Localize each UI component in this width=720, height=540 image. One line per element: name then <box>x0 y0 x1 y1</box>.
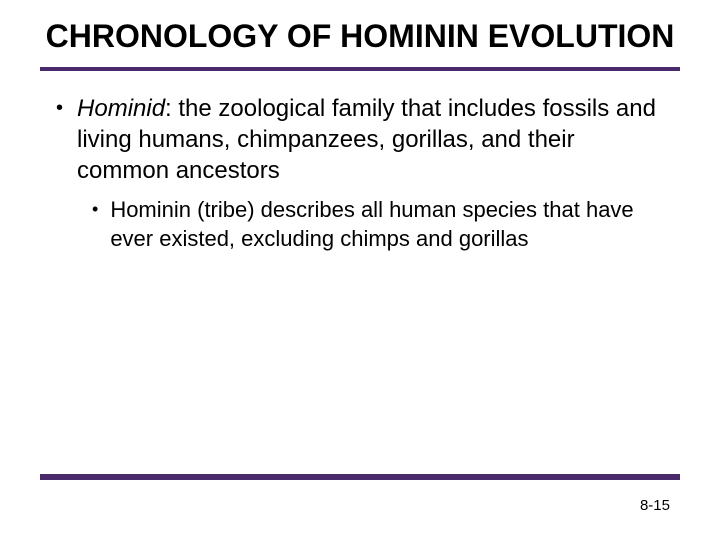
bullet-dot-icon: • <box>92 196 98 223</box>
page-number: 8-15 <box>640 497 670 514</box>
footer-rule <box>40 474 680 480</box>
slide-title: CHRONOLOGY OF HOMININ EVOLUTION <box>0 0 720 63</box>
bullet-level1: • Hominid: the zoological family that in… <box>56 93 664 187</box>
bullet-level1-text: Hominid: the zoological family that incl… <box>77 93 664 187</box>
bullet-term: Hominid <box>77 95 165 122</box>
bullet-dot-icon: • <box>56 93 63 123</box>
bullet-level2: • Hominin (tribe) describes all human sp… <box>92 196 664 253</box>
bullet-level2-text: Hominin (tribe) describes all human spec… <box>110 196 664 253</box>
content-area: • Hominid: the zoological family that in… <box>0 71 720 254</box>
